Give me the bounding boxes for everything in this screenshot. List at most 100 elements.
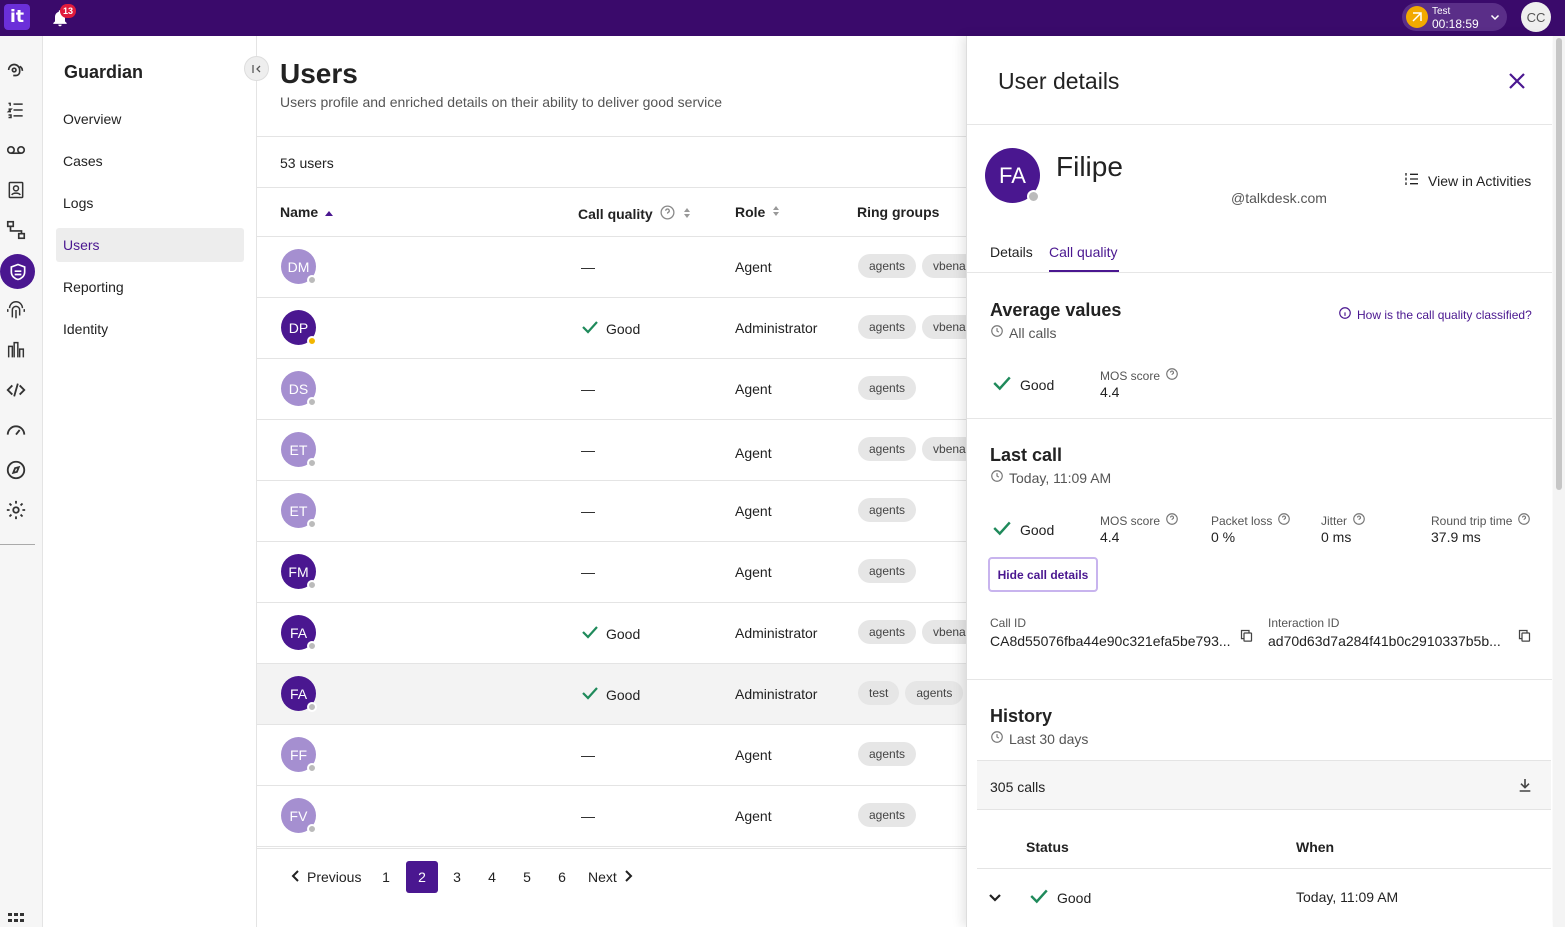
- help-icon[interactable]: [1277, 512, 1291, 529]
- call-quality-classification-link[interactable]: How is the call quality classified?: [1338, 306, 1532, 323]
- page-button-2[interactable]: 2: [406, 861, 438, 893]
- table-row[interactable]: FA Good Administrator agents vbena: [257, 603, 977, 664]
- call-quality: —: [581, 808, 595, 824]
- table-row[interactable]: DP Good Administrator agents vbena: [257, 298, 977, 359]
- scrollbar-thumb[interactable]: [1556, 38, 1562, 490]
- role: Agent: [735, 503, 772, 519]
- pagination: Previous 1 2 3 4 5 6 Next: [257, 848, 967, 902]
- next-page-button[interactable]: Next: [588, 861, 633, 893]
- call-quality: —: [581, 381, 595, 397]
- sidebar-item-logs[interactable]: Logs: [63, 195, 94, 211]
- role: Agent: [735, 808, 772, 824]
- help-icon[interactable]: [1165, 367, 1179, 384]
- status-icon: [1406, 6, 1428, 28]
- apps-grid-icon[interactable]: [8, 912, 24, 927]
- list-icon[interactable]: [4, 98, 28, 122]
- metric-label-text: Round trip time: [1431, 513, 1513, 528]
- view-activities-label: View in Activities: [1428, 172, 1532, 189]
- table-row[interactable]: DS — Agent agents: [257, 359, 967, 420]
- avatar-initials: FA: [999, 162, 1026, 188]
- hide-call-details-button[interactable]: Hide call details: [988, 557, 1098, 592]
- table-row[interactable]: DM — Agent agents vbena: [257, 237, 977, 298]
- tab-call-quality[interactable]: Call quality: [1049, 244, 1118, 260]
- sidebar-item-cases[interactable]: Cases: [63, 153, 103, 169]
- guardian-shield-icon[interactable]: [0, 254, 35, 289]
- table-row-selected[interactable]: FA Good Administrator test agents: [257, 664, 967, 725]
- contacts-icon[interactable]: [4, 178, 28, 202]
- scope-label: All calls: [1009, 324, 1057, 341]
- presence-dot: [307, 702, 317, 712]
- scrollbar[interactable]: [1553, 36, 1565, 927]
- avatar-initials: ET: [289, 502, 308, 519]
- user-avatar[interactable]: CC: [1521, 2, 1551, 32]
- settings-icon[interactable]: [4, 498, 28, 522]
- page-button-5[interactable]: 5: [523, 869, 531, 885]
- fingerprint-icon[interactable]: [4, 298, 28, 322]
- app-logo[interactable]: it: [4, 4, 30, 30]
- divider: [967, 272, 1552, 273]
- history-calls-bar: 305 calls: [977, 760, 1551, 810]
- page-button-4[interactable]: 4: [488, 869, 496, 885]
- presence-dot: [307, 336, 317, 346]
- previous-label: Previous: [307, 869, 362, 885]
- table-row[interactable]: ET — Agent agents vbena: [257, 420, 977, 481]
- help-icon[interactable]: [659, 204, 676, 224]
- flows-icon[interactable]: [4, 218, 28, 242]
- clock-icon: [990, 469, 1004, 486]
- column-header-name[interactable]: Name: [280, 204, 334, 220]
- help-icon[interactable]: [1517, 512, 1531, 529]
- check-icon: [992, 375, 1012, 394]
- tab-details[interactable]: Details: [990, 244, 1033, 260]
- conversations-icon[interactable]: [4, 58, 28, 82]
- close-icon[interactable]: [1508, 70, 1526, 96]
- analytics-icon[interactable]: [4, 338, 28, 362]
- page-button-6[interactable]: 6: [558, 869, 566, 885]
- call-quality-value: Good: [606, 320, 641, 337]
- help-icon[interactable]: [1352, 512, 1366, 529]
- jitter-label: Jitter: [1321, 512, 1366, 529]
- sidebar-item-users[interactable]: Users: [56, 228, 244, 262]
- page-button-3[interactable]: 3: [453, 869, 461, 885]
- top-bar: it 13 Test 00:18:59 CC: [0, 0, 1565, 36]
- previous-page-button[interactable]: Previous: [291, 861, 361, 893]
- call-id-label: Call ID: [990, 616, 1027, 630]
- packet-loss-label: Packet loss: [1211, 512, 1291, 529]
- speedometer-icon[interactable]: [4, 418, 28, 442]
- timer-status[interactable]: Test 00:18:59: [1402, 3, 1507, 31]
- code-icon[interactable]: [4, 378, 28, 402]
- column-label: Name: [280, 204, 319, 220]
- last-call-status: Good: [992, 520, 1054, 539]
- sidebar-item-reporting[interactable]: Reporting: [63, 279, 124, 295]
- history-column-status: Status: [1026, 839, 1069, 855]
- users-count: 53 users: [280, 155, 334, 171]
- notification-badge: 13: [60, 4, 77, 18]
- status-label: Good: [1057, 889, 1092, 906]
- expand-row-chevron-icon[interactable]: [988, 890, 1002, 908]
- help-icon[interactable]: [1165, 512, 1179, 529]
- column-header-role[interactable]: Role: [735, 204, 781, 220]
- check-icon: [581, 625, 599, 642]
- last-call-when: Today, 11:09 AM: [1009, 469, 1112, 486]
- avatar: ET: [281, 493, 317, 529]
- metric-label-text: Jitter: [1321, 513, 1348, 528]
- table-row[interactable]: ET — Agent agents: [257, 481, 967, 542]
- divider: [967, 124, 1552, 125]
- copy-icon[interactable]: [1517, 628, 1533, 644]
- divider: [967, 418, 1552, 419]
- table-row[interactable]: FM — Agent agents: [257, 542, 967, 603]
- download-icon[interactable]: [1517, 777, 1533, 798]
- voicemail-icon[interactable]: [4, 138, 28, 162]
- compass-icon[interactable]: [4, 458, 28, 482]
- table-row[interactable]: FV — Agent agents: [257, 786, 967, 847]
- history-range-label: Last 30 days: [1009, 730, 1089, 747]
- page-button-1[interactable]: 1: [382, 869, 390, 885]
- call-quality-value: Good: [606, 686, 641, 703]
- view-in-activities-link[interactable]: View in Activities: [1404, 171, 1531, 190]
- column-header-call-quality[interactable]: Call quality: [578, 204, 692, 224]
- sidebar-item-identity[interactable]: Identity: [63, 321, 109, 337]
- collapse-sidebar-button[interactable]: [244, 56, 269, 81]
- table-row[interactable]: FF — Agent agents: [257, 725, 967, 786]
- column-header-ring-groups[interactable]: Ring groups: [857, 204, 939, 220]
- sidebar-item-overview[interactable]: Overview: [63, 111, 122, 127]
- copy-icon[interactable]: [1239, 628, 1255, 644]
